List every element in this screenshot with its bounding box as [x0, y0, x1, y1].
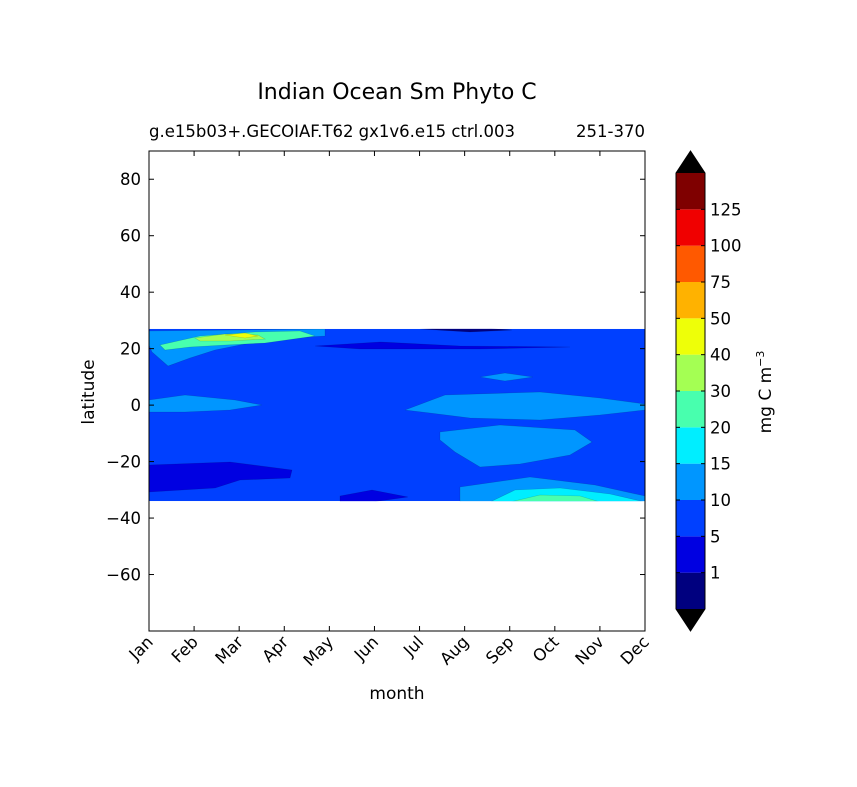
colorbar-tick-label: 50: [710, 309, 731, 328]
contour-region: [149, 394, 263, 413]
colorbar-extend-top: [676, 151, 705, 173]
colorbar-label-exponent: −3: [754, 351, 767, 367]
y-tick-label: 20: [120, 340, 141, 359]
x-tick-label: Aug: [436, 632, 472, 668]
chart-subtitle: g.e15b03+.GECOIAF.T62 gx1v6.e15 ctrl.003: [149, 122, 515, 141]
contour-region: [512, 494, 599, 502]
colorbar-tick-label: 125: [710, 200, 742, 219]
colorbar-tick-label: 30: [710, 382, 731, 401]
colorbar-segment: [676, 463, 705, 500]
contour-region: [149, 461, 293, 493]
x-tick-label: Jun: [350, 632, 382, 664]
x-tick-label: Feb: [168, 632, 202, 666]
colorbar-segment: [676, 572, 705, 609]
colorbar-segment: [676, 500, 705, 537]
colorbar-segment: [676, 536, 705, 573]
chart-subtitle-right: 251-370: [576, 122, 645, 141]
colorbar-tick-label: 40: [710, 346, 731, 365]
chart-title: Indian Ocean Sm Phyto C: [257, 80, 536, 105]
x-tick-label: Mar: [212, 632, 248, 668]
contour-region: [439, 424, 593, 468]
colorbar-tick-label: 5: [710, 527, 721, 546]
plot-frame: [148, 150, 646, 632]
colorbar-segment: [676, 427, 705, 464]
x-tick-label: Oct: [529, 632, 563, 666]
colorbar-segment: [676, 209, 705, 246]
colorbar-segment: [676, 354, 705, 391]
contour-region: [404, 391, 645, 421]
y-tick-label: −20: [106, 453, 141, 472]
colorbar-segment: [676, 391, 705, 428]
colorbar-tick-label: 20: [710, 418, 731, 437]
colorbar-segment: [676, 282, 705, 319]
plot-area: [149, 328, 645, 502]
contour-region: [224, 332, 259, 339]
y-tick-label: 60: [120, 227, 141, 246]
x-tick-label: Dec: [617, 632, 653, 668]
y-tick-label: 40: [120, 283, 141, 302]
colorbar-outline: [675, 150, 706, 632]
x-tick-label: Jan: [125, 632, 157, 664]
x-axis-label: month: [369, 684, 424, 704]
contour-region: [479, 372, 534, 382]
colorbar-tick-label: 75: [710, 273, 731, 292]
y-tick-label: −40: [106, 509, 141, 528]
colorbar-label: mg C m−3: [754, 351, 776, 434]
colorbar-extend-bottom: [676, 609, 705, 631]
x-tick-label: Apr: [258, 632, 292, 666]
x-tick-label: Nov: [572, 632, 608, 668]
x-tick-label: Jul: [399, 632, 427, 660]
x-tick-label: Sep: [482, 632, 517, 667]
y-axis-label: latitude: [79, 359, 99, 424]
colorbar-tick-label: 100: [710, 237, 742, 256]
contour-region: [339, 489, 409, 502]
colorbar-tick-label: 15: [710, 455, 731, 474]
colorbar-segment: [676, 245, 705, 282]
colorbar-segment: [676, 318, 705, 355]
contour-region: [314, 341, 571, 350]
x-tick-label: May: [300, 632, 338, 670]
colorbar-label-text: mg C m: [756, 367, 776, 434]
contour-field: [149, 328, 645, 502]
y-tick-label: 80: [120, 170, 141, 189]
y-tick-label: 0: [131, 396, 142, 415]
contour-region: [419, 328, 513, 333]
colorbar-tick-label: 10: [710, 491, 731, 510]
colorbar-tick-label: 1: [710, 564, 721, 583]
colorbar-segment: [676, 173, 705, 210]
y-tick-label: −60: [106, 566, 141, 585]
